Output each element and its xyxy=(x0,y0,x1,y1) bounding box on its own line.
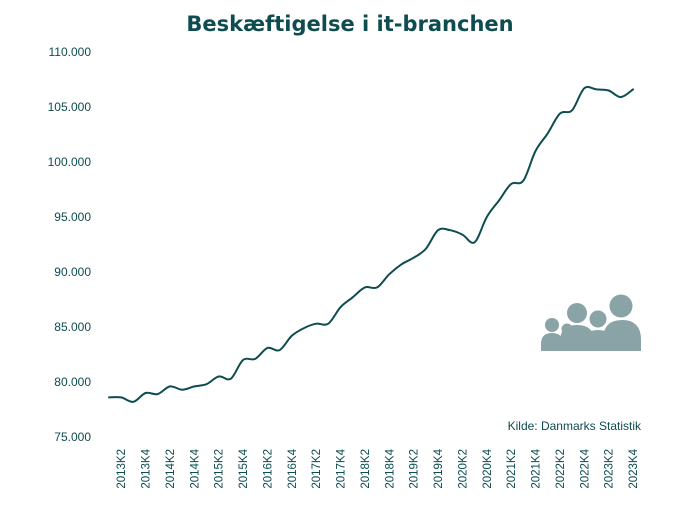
chart-title: Beskæftigelse i it-branchen xyxy=(186,12,513,36)
x-tick-label: 2016K2 xyxy=(262,449,274,489)
x-tick-label: 2020K2 xyxy=(457,449,469,489)
x-tick-label: 2019K2 xyxy=(409,449,421,489)
x-tick-label: 2021K4 xyxy=(531,448,543,488)
x-tick-label: 2021K2 xyxy=(506,449,518,489)
x-tick-label: 2015K4 xyxy=(238,448,250,488)
y-tick-label: 90.000 xyxy=(54,265,91,279)
x-tick-label: 2013K4 xyxy=(141,448,153,488)
y-tick-label: 110.000 xyxy=(49,45,92,59)
x-tick-label: 2015K2 xyxy=(214,449,226,489)
y-tick-label: 100.000 xyxy=(48,155,92,169)
group-of-people-icon xyxy=(541,294,641,351)
y-tick-label: 95.000 xyxy=(54,210,91,224)
data-points xyxy=(108,87,634,403)
x-tick-label: 2020K4 xyxy=(482,448,494,488)
y-axis: 75.000 80.000 85.000 90.000 95.000 100.000 105… xyxy=(48,45,92,444)
y-tick-label: 85.000 xyxy=(54,320,91,334)
x-axis: 2013K2 2013K4 2014K2 2014K4 2015K2 2015K4 2016… xyxy=(116,448,640,488)
x-tick-label: 2022K4 xyxy=(579,448,591,488)
x-tick-label: 2023K4 xyxy=(628,448,640,488)
x-tick-label: 2016K4 xyxy=(287,448,299,488)
y-tick-label: 75.000 xyxy=(54,430,91,444)
x-tick-label: 2014K4 xyxy=(189,448,201,488)
source-note: Kilde: Danmarks Statistik xyxy=(508,419,642,433)
x-tick-label: 2022K2 xyxy=(555,449,567,489)
x-tick-label: 2017K2 xyxy=(311,449,323,489)
y-tick-label: 105.000 xyxy=(48,100,92,114)
x-tick-label: 2018K4 xyxy=(384,448,396,488)
x-tick-label: 2023K2 xyxy=(604,449,616,489)
x-tick-label: 2013K2 xyxy=(116,449,128,489)
x-tick-label: 2017K4 xyxy=(336,448,348,488)
x-tick-label: 2019K4 xyxy=(433,448,445,488)
y-tick-label: 80.000 xyxy=(54,375,91,389)
x-tick-label: 2014K2 xyxy=(165,449,177,489)
series-line xyxy=(108,85,634,403)
x-tick-label: 2018K2 xyxy=(360,449,372,489)
